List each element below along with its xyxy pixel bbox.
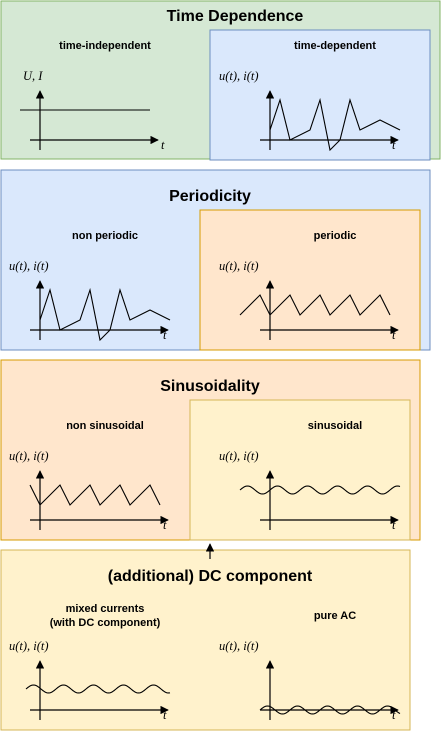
y-axis-label: u(t), i(t) xyxy=(219,449,259,463)
y-axis-label: u(t), i(t) xyxy=(219,639,259,653)
x-axis-label: t xyxy=(163,518,167,532)
y-axis-label: u(t), i(t) xyxy=(9,259,49,273)
sinusoidal-panel xyxy=(189,399,411,541)
x-axis-label: t xyxy=(161,138,165,152)
dc-component-panel xyxy=(0,549,411,731)
pure-ac-label: pure AC xyxy=(314,610,356,622)
periodic-panel xyxy=(199,209,421,351)
periodicity-title: Periodicity xyxy=(169,188,251,205)
time-dependent-label: time-dependent xyxy=(294,40,376,52)
x-axis-label: t xyxy=(392,518,396,532)
mixed-currents-label: mixed currents xyxy=(66,603,145,615)
y-axis-label: u(t), i(t) xyxy=(9,449,49,463)
sinusoidality-title: Sinusoidality xyxy=(160,378,260,395)
non-periodic-signal xyxy=(39,287,171,342)
sinusoidal-signal xyxy=(239,485,401,495)
time-dependence-title: Time Dependence xyxy=(167,8,304,25)
x-axis-label: t xyxy=(392,138,396,152)
non-sinusoidal-label: non sinusoidal xyxy=(66,420,144,432)
sinusoidal-axes xyxy=(260,470,399,530)
sinusoidal-label: sinusoidal xyxy=(308,420,362,432)
periodic-signal xyxy=(239,294,391,316)
x-axis-label: t xyxy=(163,328,167,342)
periodic-label: periodic xyxy=(314,230,357,242)
dc-component-title: (additional) DC component xyxy=(108,568,313,585)
time-independent-axes xyxy=(30,90,159,150)
non-sinusoidal-axes xyxy=(30,470,169,530)
mixed-currents-axes xyxy=(30,660,169,720)
y-axis-label: U, I xyxy=(23,69,43,83)
x-axis-label: t xyxy=(392,328,396,342)
time-dependent-axes xyxy=(260,90,399,150)
y-axis-label: u(t), i(t) xyxy=(9,639,49,653)
pure-ac-signal xyxy=(259,705,401,715)
pure-ac-axes xyxy=(260,660,399,720)
mixed-current-signal xyxy=(25,684,171,694)
time-independent-label: time-independent xyxy=(59,40,151,52)
mixed-currents-sublabel: (with DC component) xyxy=(50,617,161,629)
non-sinusoidal-signal xyxy=(29,484,161,506)
time-dependent-signal xyxy=(269,97,401,152)
non-periodic-axes xyxy=(30,280,169,340)
y-axis-label: u(t), i(t) xyxy=(219,69,259,83)
y-axis-label: u(t), i(t) xyxy=(219,259,259,273)
non-periodic-label: non periodic xyxy=(72,230,138,242)
x-axis-label: t xyxy=(392,708,396,722)
periodic-axes xyxy=(260,280,399,340)
x-axis-label: t xyxy=(163,708,167,722)
